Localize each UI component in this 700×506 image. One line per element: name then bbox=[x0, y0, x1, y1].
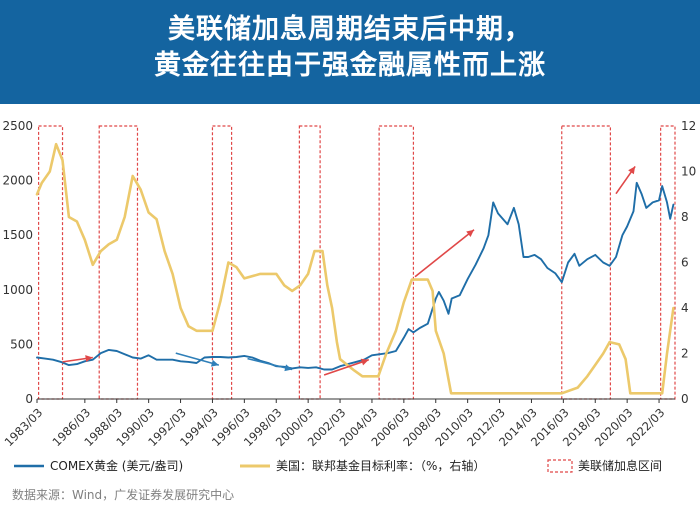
y-right-tick-label: 6 bbox=[681, 256, 689, 270]
y-left-tick-label: 1500 bbox=[2, 228, 33, 242]
y-left-tick-label: 0 bbox=[25, 392, 33, 406]
trend-arrows bbox=[62, 165, 636, 376]
trend-arrow-head bbox=[85, 355, 93, 362]
trend-arrow-head bbox=[284, 364, 293, 372]
source-note: 数据来源：Wind，广发证券发展研究中心 bbox=[12, 488, 235, 502]
highlight-period bbox=[37, 125, 64, 400]
chart-series bbox=[35, 142, 675, 395]
trend-arrow bbox=[323, 358, 370, 376]
trend-arrow bbox=[247, 357, 293, 371]
y-left-tick-label: 1000 bbox=[2, 283, 33, 297]
gold-price-line bbox=[36, 181, 675, 371]
trend-arrow-head bbox=[466, 229, 475, 237]
trend-arrow bbox=[414, 229, 475, 278]
legend-gold-label: COMEX黄金 (美元/盎司) bbox=[50, 458, 183, 473]
y-right-tick-label: 8 bbox=[681, 210, 689, 224]
y-left-tick-label: 2000 bbox=[2, 174, 33, 188]
chart-legend: COMEX黄金 (美元/盎司) 美国：联邦基金目标利率：（%，右轴） 美联储加息区间 bbox=[14, 458, 662, 473]
x-tick-label: 1983/03 bbox=[2, 405, 46, 449]
y-left-tick-label: 500 bbox=[10, 337, 33, 351]
highlight-period bbox=[378, 125, 415, 400]
trend-arrow-head bbox=[360, 358, 369, 366]
highlight-period bbox=[298, 125, 321, 400]
highlight-period bbox=[660, 125, 676, 400]
trend-arrow-head bbox=[210, 359, 219, 367]
y-right-tick-label: 2 bbox=[681, 347, 689, 361]
chart-title-line2: 黄金往往由于强金融属性而上涨 bbox=[154, 50, 546, 81]
trend-arrow-head bbox=[628, 166, 636, 175]
y-right-tick-label: 4 bbox=[681, 301, 689, 315]
fed-rate-line bbox=[35, 142, 675, 395]
legend-rate-label: 美国：联邦基金目标利率：（%，右轴） bbox=[276, 458, 485, 473]
y-right-tick-label: 10 bbox=[681, 165, 696, 179]
legend-highlight-label: 美联储加息区间 bbox=[578, 458, 662, 473]
y-right-tick-label: 0 bbox=[681, 392, 689, 406]
y-left-tick-label: 2500 bbox=[2, 119, 33, 133]
chart-title-line1: 美联储加息周期结束后中期， bbox=[168, 14, 532, 45]
trend-arrow bbox=[175, 352, 220, 366]
y-right-tick-label: 12 bbox=[681, 119, 696, 133]
title-banner: 美联储加息周期结束后中期， 黄金往往由于强金融属性而上涨 bbox=[0, 0, 700, 104]
legend-highlight-swatch bbox=[547, 459, 573, 473]
